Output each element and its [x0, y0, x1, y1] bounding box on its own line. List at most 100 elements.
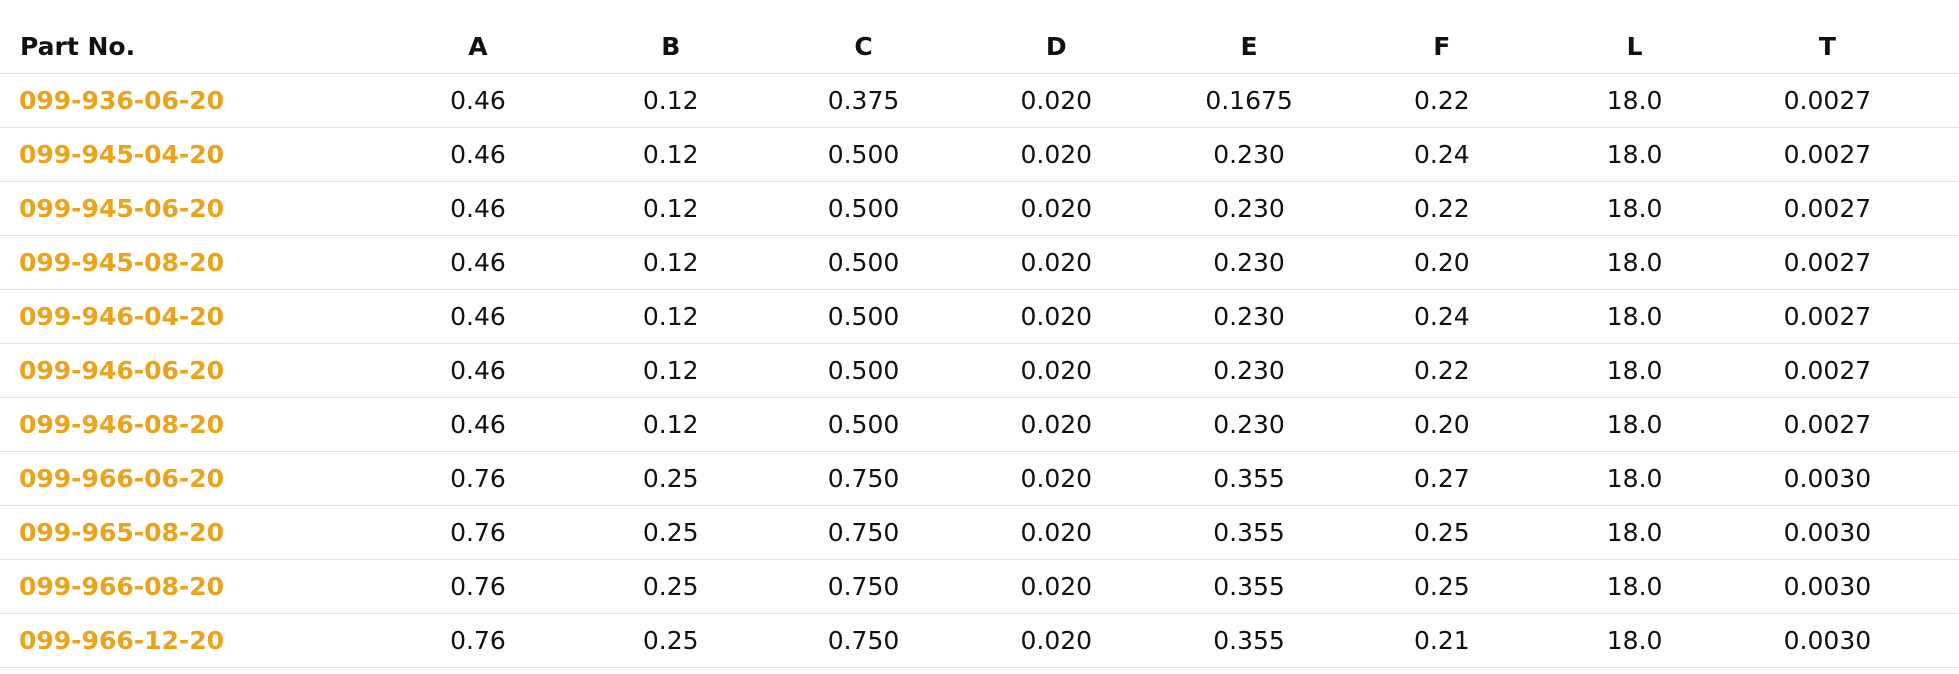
cell-e: 0.230	[1152, 289, 1346, 344]
table-body: 099-936-06-20 0.46 0.12 0.375 0.020 0.1675 0.2…	[0, 73, 1959, 668]
cell-l: 18.0	[1538, 397, 1732, 452]
cell-b: 0.12	[574, 73, 768, 128]
cell-f: 0.22	[1345, 73, 1539, 128]
cell-d: 0.020	[959, 289, 1153, 344]
cell-e: 0.355	[1152, 505, 1346, 560]
row-spacer	[1923, 559, 1959, 614]
part-number-cell: 099-966-12-20	[0, 613, 382, 668]
cell-d: 0.020	[959, 127, 1153, 182]
cell-l: 18.0	[1538, 559, 1732, 614]
cell-f: 0.27	[1345, 451, 1539, 506]
part-number-link[interactable]: 099-946-06-20	[19, 355, 225, 385]
cell-f: 0.25	[1345, 505, 1539, 560]
part-number-cell: 099-946-04-20	[0, 289, 382, 344]
cell-f: 0.22	[1345, 343, 1539, 398]
row-spacer	[1923, 505, 1959, 560]
part-number-link[interactable]: 099-966-06-20	[19, 463, 225, 493]
part-number-link[interactable]: 099-945-08-20	[19, 247, 225, 277]
part-number-cell: 099-945-08-20	[0, 235, 382, 290]
column-header-d: D	[959, 0, 1153, 74]
table-row: 099-945-04-20 0.46 0.12 0.500 0.020 0.230 0.24…	[0, 127, 1959, 182]
table-row: 099-966-06-20 0.76 0.25 0.750 0.020 0.355 0.27…	[0, 451, 1959, 506]
cell-f: 0.20	[1345, 397, 1539, 452]
part-number-link[interactable]: 099-965-08-20	[19, 517, 225, 547]
part-number-link[interactable]: 099-945-06-20	[19, 193, 225, 223]
part-number-link[interactable]: 099-936-06-20	[19, 85, 225, 115]
cell-a: 0.76	[381, 505, 575, 560]
cell-c: 0.375	[767, 73, 960, 128]
table-row: 099-966-08-20 0.76 0.25 0.750 0.020 0.355 0.25…	[0, 559, 1959, 614]
cell-d: 0.020	[959, 235, 1153, 290]
table-row: 099-945-08-20 0.46 0.12 0.500 0.020 0.230 0.20…	[0, 235, 1959, 290]
cell-e: 0.230	[1152, 235, 1346, 290]
cell-f: 0.20	[1345, 235, 1539, 290]
column-header-f: F	[1345, 0, 1539, 74]
cell-f: 0.21	[1345, 613, 1539, 668]
cell-b: 0.12	[574, 289, 768, 344]
cell-b: 0.12	[574, 343, 768, 398]
cell-l: 18.0	[1538, 235, 1732, 290]
cell-e: 0.355	[1152, 613, 1346, 668]
cell-l: 18.0	[1538, 505, 1732, 560]
cell-b: 0.12	[574, 181, 768, 236]
part-number-link[interactable]: 099-945-04-20	[19, 139, 225, 169]
row-spacer	[1923, 613, 1959, 668]
table-row: 099-966-12-20 0.76 0.25 0.750 0.020 0.355 0.21…	[0, 613, 1959, 668]
cell-b: 0.12	[574, 397, 768, 452]
part-number-link[interactable]: 099-966-08-20	[19, 571, 225, 601]
column-header-e: E	[1152, 0, 1346, 74]
table-row: 099-946-08-20 0.46 0.12 0.500 0.020 0.230 0.20…	[0, 397, 1959, 452]
table-row: 099-945-06-20 0.46 0.12 0.500 0.020 0.230 0.22…	[0, 181, 1959, 236]
column-header-t: T	[1731, 0, 1924, 74]
header-spacer	[1923, 0, 1959, 74]
part-number-cell: 099-946-06-20	[0, 343, 382, 398]
cell-f: 0.24	[1345, 127, 1539, 182]
row-spacer	[1923, 127, 1959, 182]
cell-c: 0.750	[767, 451, 960, 506]
table-row: 099-946-04-20 0.46 0.12 0.500 0.020 0.230 0.24…	[0, 289, 1959, 344]
cell-t: 0.0027	[1731, 127, 1924, 182]
cell-l: 18.0	[1538, 73, 1732, 128]
part-number-link[interactable]: 099-946-04-20	[19, 301, 225, 331]
column-header-l: L	[1538, 0, 1732, 74]
cell-e: 0.230	[1152, 397, 1346, 452]
row-spacer	[1923, 343, 1959, 398]
part-number-cell: 099-965-08-20	[0, 505, 382, 560]
cell-f: 0.22	[1345, 181, 1539, 236]
cell-t: 0.0027	[1731, 235, 1924, 290]
part-number-cell: 099-946-08-20	[0, 397, 382, 452]
cell-f: 0.24	[1345, 289, 1539, 344]
cell-e: 0.355	[1152, 451, 1346, 506]
cell-a: 0.46	[381, 397, 575, 452]
cell-c: 0.500	[767, 235, 960, 290]
cell-b: 0.12	[574, 235, 768, 290]
table-row: 099-946-06-20 0.46 0.12 0.500 0.020 0.230 0.22…	[0, 343, 1959, 398]
table-row: 099-965-08-20 0.76 0.25 0.750 0.020 0.355 0.25…	[0, 505, 1959, 560]
cell-l: 18.0	[1538, 127, 1732, 182]
cell-d: 0.020	[959, 451, 1153, 506]
cell-c: 0.750	[767, 613, 960, 668]
row-spacer	[1923, 181, 1959, 236]
cell-l: 18.0	[1538, 343, 1732, 398]
cell-b: 0.25	[574, 559, 768, 614]
cell-c: 0.500	[767, 289, 960, 344]
row-spacer	[1923, 397, 1959, 452]
cell-c: 0.500	[767, 127, 960, 182]
column-header-b: B	[574, 0, 768, 74]
table-row: 099-936-06-20 0.46 0.12 0.375 0.020 0.1675 0.2…	[0, 73, 1959, 128]
cell-c: 0.750	[767, 505, 960, 560]
cell-a: 0.46	[381, 343, 575, 398]
cell-a: 0.46	[381, 235, 575, 290]
part-number-cell: 099-966-06-20	[0, 451, 382, 506]
row-spacer	[1923, 451, 1959, 506]
table-header-row: Part No. A B C D E F L T	[0, 0, 1959, 74]
part-number-link[interactable]: 099-946-08-20	[19, 409, 225, 439]
part-number-link[interactable]: 099-966-12-20	[19, 625, 225, 655]
cell-a: 0.46	[381, 73, 575, 128]
cell-b: 0.25	[574, 451, 768, 506]
cell-t: 0.0027	[1731, 181, 1924, 236]
cell-e: 0.1675	[1152, 73, 1346, 128]
row-spacer	[1923, 289, 1959, 344]
cell-b: 0.12	[574, 127, 768, 182]
